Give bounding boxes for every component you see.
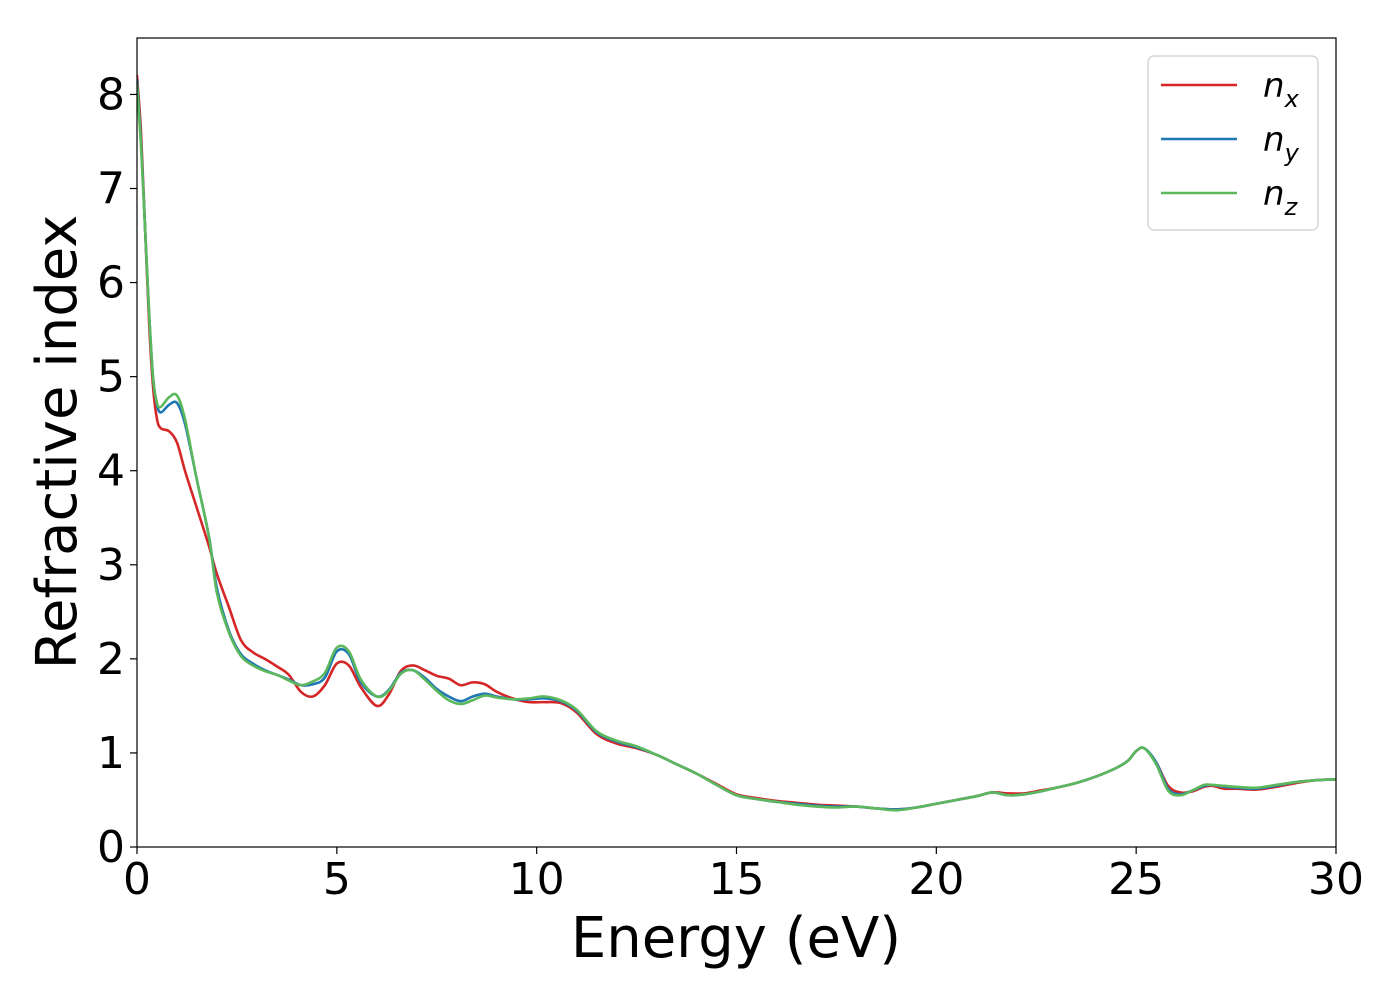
y-tick-label: 1 (97, 728, 125, 779)
x-axis: 0 5 10 15 20 25 30 (123, 847, 1364, 905)
x-tick-label: 0 (123, 854, 151, 905)
y-tick-label: 2 (97, 634, 125, 685)
x-axis-title: Energy (eV) (571, 906, 901, 971)
series-layer (137, 74, 1336, 812)
legend-label-z: nz (1263, 174, 1299, 221)
x-tick-label: 5 (323, 854, 351, 905)
y-tick-label: 8 (97, 69, 125, 120)
x-tick-label: 25 (1108, 854, 1164, 905)
legend: nx ny nz (1147, 55, 1319, 231)
y-tick-label: 6 (97, 258, 125, 309)
x-tick-label: 30 (1308, 854, 1364, 905)
y-tick-label: 5 (97, 352, 125, 403)
legend-label-x: nx (1263, 66, 1300, 113)
legend-box (1147, 55, 1319, 231)
y-tick-label: 4 (97, 446, 125, 497)
y-tick-label: 7 (97, 164, 125, 215)
y-axis-title: Refractive index (25, 215, 90, 670)
x-tick-label: 15 (709, 854, 765, 905)
legend-label-y: ny (1263, 120, 1300, 167)
y-axis: 0 1 2 3 4 5 6 7 8 (97, 69, 137, 873)
series-line-z (137, 83, 1336, 812)
x-tick-label: 20 (908, 854, 964, 905)
y-tick-label: 3 (97, 540, 125, 591)
x-tick-label: 10 (509, 854, 565, 905)
y-tick-label: 0 (97, 822, 125, 873)
